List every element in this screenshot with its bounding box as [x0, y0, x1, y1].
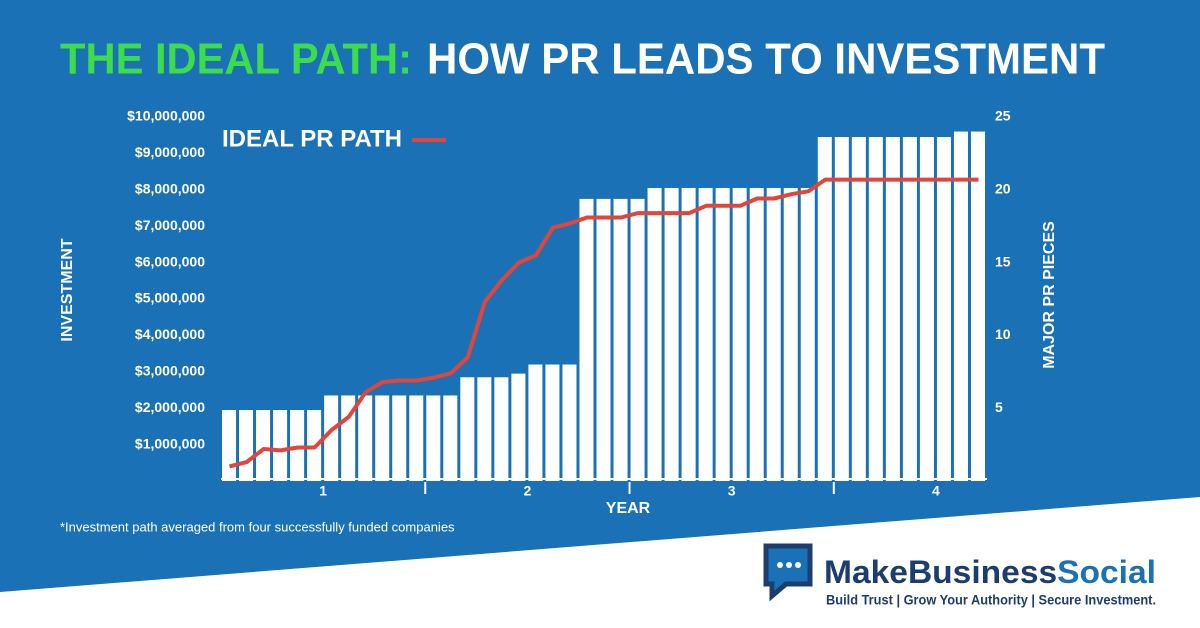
bar: [256, 410, 271, 481]
bar: [681, 187, 696, 482]
bar: [732, 187, 747, 482]
logo-dot: [795, 562, 801, 568]
bar: [409, 395, 424, 481]
bar: [392, 395, 407, 481]
bar: [817, 137, 832, 481]
bar: [749, 187, 764, 482]
brand-name-part: Social: [1057, 554, 1156, 590]
bar: [562, 364, 577, 481]
y-axis-title: INVESTMENT: [59, 238, 76, 341]
bar: [239, 410, 254, 481]
logo-dot: [777, 562, 783, 568]
bar: [766, 187, 781, 482]
x-group-label: 3: [728, 483, 736, 499]
bar: [613, 198, 628, 481]
bar: [460, 377, 475, 481]
bar: [936, 137, 951, 481]
bar: [885, 137, 900, 481]
y-tick-label: $9,000,000: [135, 144, 205, 160]
y-tick-label: $8,000,000: [135, 181, 205, 197]
x-group-label: 4: [932, 483, 940, 499]
brand-logo: MakeBusiness Social Build Trust | Grow Yo…: [763, 543, 1156, 608]
bar: [902, 137, 917, 481]
x-group-label: 1: [319, 483, 327, 499]
y-tick-label: $3,000,000: [135, 363, 205, 379]
bar: [868, 137, 883, 481]
bar: [341, 395, 356, 481]
y-tick-label: $7,000,000: [135, 217, 205, 233]
y-tick-label: $4,000,000: [135, 326, 205, 342]
bar: [528, 364, 543, 481]
bar: [698, 187, 713, 482]
bar: [970, 131, 985, 481]
bar: [494, 377, 509, 481]
brand-name-part: MakeBusiness: [824, 554, 1057, 590]
y-tick-label: $6,000,000: [135, 253, 205, 269]
y2-tick-label: 10: [995, 326, 1011, 342]
bar: [222, 410, 237, 481]
bar: [834, 137, 849, 481]
brand-name: MakeBusiness Social: [824, 554, 1156, 590]
y-tick-label: $10,000,000: [127, 108, 205, 124]
bar: [375, 395, 390, 481]
y-tick-label: $1,000,000: [135, 435, 205, 451]
y-tick-label: $5,000,000: [135, 290, 205, 306]
x-group-label: 2: [524, 483, 532, 499]
bar: [358, 395, 373, 481]
y2-tick-label: 25: [995, 108, 1011, 124]
x-axis-title: YEAR: [606, 500, 651, 517]
bar: [511, 373, 526, 481]
bar: [324, 395, 339, 481]
title: HOW PR LEADS TO INVESTMENT: [427, 35, 1105, 84]
bar: [664, 187, 679, 482]
bar: [579, 198, 594, 481]
logo-icon: [763, 543, 813, 602]
bar: [783, 187, 798, 482]
bar: [477, 377, 492, 481]
brand-tagline: Build Trust | Grow Your Authority | Secu…: [826, 593, 1156, 608]
bottom-panel: [0, 497, 1200, 628]
y2-tick-label: 5: [995, 399, 1003, 415]
bar: [290, 410, 305, 481]
bar: [596, 198, 611, 481]
logo-dot: [786, 562, 792, 568]
bar: [800, 187, 815, 482]
y-tick-label: $2,000,000: [135, 399, 205, 415]
bar: [630, 198, 645, 481]
footnote: *Investment path averaged from four succ…: [60, 519, 455, 534]
bar: [273, 410, 288, 481]
y2-tick-label: 15: [995, 253, 1011, 269]
title-highlight: THE IDEAL PATH:: [60, 35, 412, 84]
bar: [851, 137, 866, 481]
bar: [443, 395, 458, 481]
bar: [545, 364, 560, 481]
y2-tick-label: 20: [995, 181, 1011, 197]
bar: [715, 187, 730, 482]
bar: [426, 395, 441, 481]
y2-axis-title: MAJOR PR PIECES: [1041, 221, 1058, 369]
bar: [953, 131, 968, 481]
bar: [919, 137, 934, 481]
bar: [647, 187, 662, 482]
line: [229, 177, 979, 469]
legend-label: IDEAL PR PATH: [222, 125, 402, 152]
